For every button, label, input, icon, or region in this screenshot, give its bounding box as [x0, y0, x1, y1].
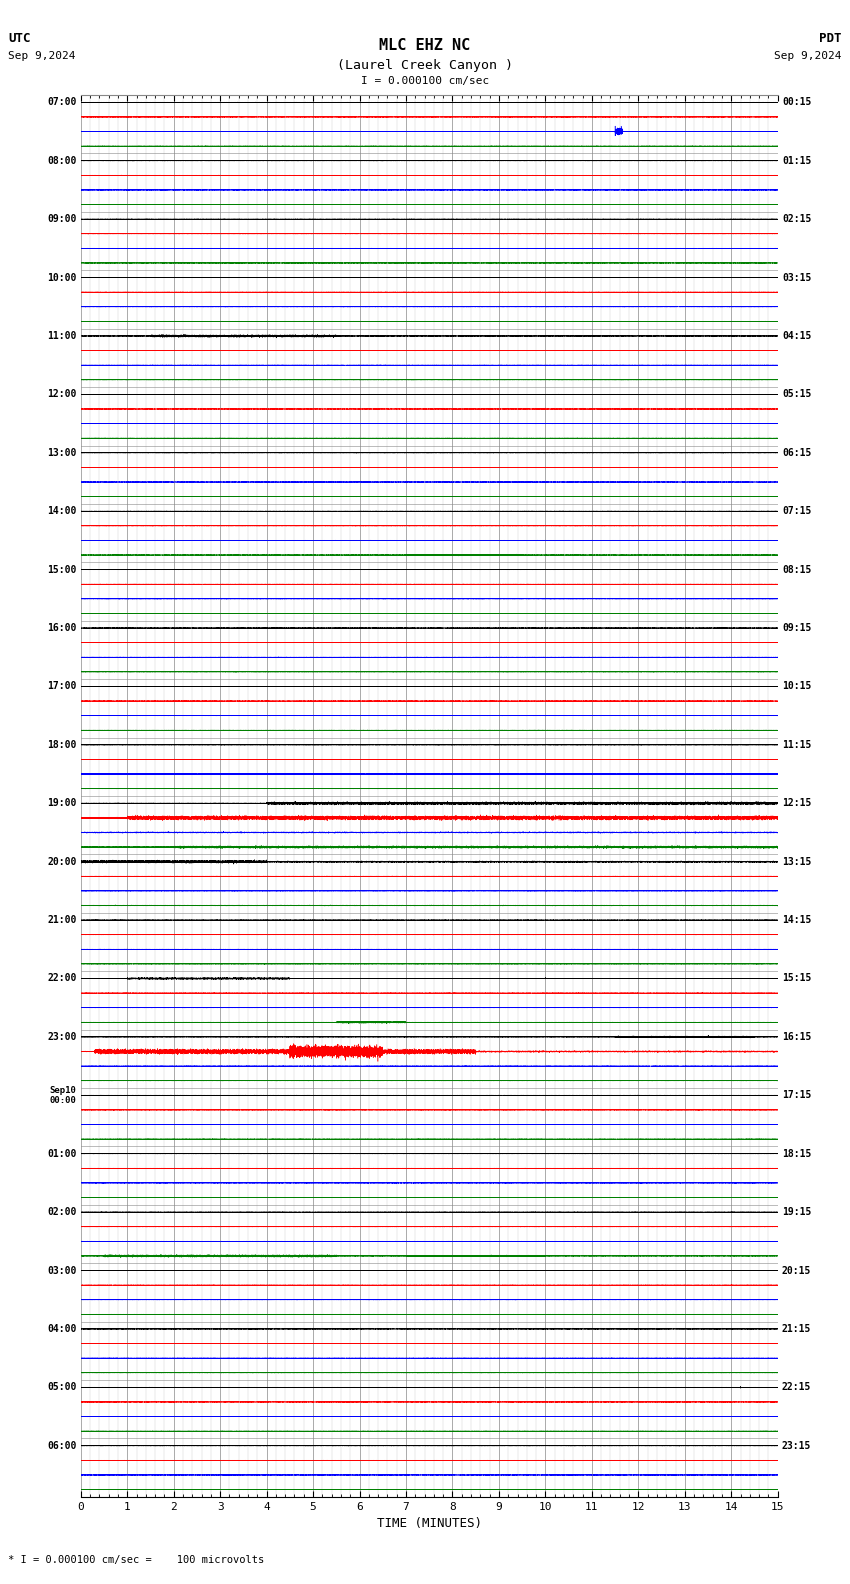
Text: 01:15: 01:15: [782, 155, 812, 166]
Text: Sep10: Sep10: [49, 1087, 76, 1095]
Text: I = 0.000100 cm/sec: I = 0.000100 cm/sec: [361, 76, 489, 86]
Text: 23:00: 23:00: [47, 1031, 76, 1042]
Text: 20:15: 20:15: [782, 1266, 812, 1275]
Text: 22:00: 22:00: [47, 974, 76, 984]
Text: 13:15: 13:15: [782, 857, 812, 866]
X-axis label: TIME (MINUTES): TIME (MINUTES): [377, 1517, 482, 1530]
Text: 19:00: 19:00: [47, 798, 76, 808]
Text: 00:00: 00:00: [49, 1096, 76, 1104]
Text: 05:15: 05:15: [782, 390, 812, 399]
Text: 07:15: 07:15: [782, 507, 812, 516]
Text: 01:00: 01:00: [47, 1148, 76, 1159]
Text: 14:00: 14:00: [47, 507, 76, 516]
Text: 08:15: 08:15: [782, 564, 812, 575]
Text: 17:00: 17:00: [47, 681, 76, 692]
Text: 12:00: 12:00: [47, 390, 76, 399]
Text: 02:15: 02:15: [782, 214, 812, 225]
Text: 11:00: 11:00: [47, 331, 76, 341]
Text: 20:00: 20:00: [47, 857, 76, 866]
Text: 00:15: 00:15: [782, 97, 812, 108]
Text: 05:00: 05:00: [47, 1383, 76, 1392]
Text: MLC EHZ NC: MLC EHZ NC: [379, 38, 471, 52]
Text: UTC: UTC: [8, 32, 31, 44]
Text: 09:00: 09:00: [47, 214, 76, 225]
Text: 16:15: 16:15: [782, 1031, 812, 1042]
Text: 06:00: 06:00: [47, 1441, 76, 1451]
Text: 06:15: 06:15: [782, 448, 812, 458]
Text: 17:15: 17:15: [782, 1090, 812, 1101]
Text: * I = 0.000100 cm/sec =    100 microvolts: * I = 0.000100 cm/sec = 100 microvolts: [8, 1555, 264, 1565]
Text: 10:00: 10:00: [47, 272, 76, 282]
Text: 07:00: 07:00: [47, 97, 76, 108]
Text: 11:15: 11:15: [782, 740, 812, 749]
Text: 03:00: 03:00: [47, 1266, 76, 1275]
Text: 12:15: 12:15: [782, 798, 812, 808]
Text: 13:00: 13:00: [47, 448, 76, 458]
Text: 10:15: 10:15: [782, 681, 812, 692]
Text: 21:15: 21:15: [782, 1324, 812, 1334]
Text: 15:15: 15:15: [782, 974, 812, 984]
Text: 18:15: 18:15: [782, 1148, 812, 1159]
Text: Sep 9,2024: Sep 9,2024: [8, 51, 76, 60]
Text: 21:00: 21:00: [47, 916, 76, 925]
Text: Sep 9,2024: Sep 9,2024: [774, 51, 842, 60]
Text: PDT: PDT: [819, 32, 842, 44]
Text: 02:00: 02:00: [47, 1207, 76, 1217]
Text: 08:00: 08:00: [47, 155, 76, 166]
Text: 09:15: 09:15: [782, 623, 812, 634]
Text: 22:15: 22:15: [782, 1383, 812, 1392]
Text: 18:00: 18:00: [47, 740, 76, 749]
Text: 19:15: 19:15: [782, 1207, 812, 1217]
Text: 16:00: 16:00: [47, 623, 76, 634]
Text: 03:15: 03:15: [782, 272, 812, 282]
Text: 04:00: 04:00: [47, 1324, 76, 1334]
Text: 04:15: 04:15: [782, 331, 812, 341]
Text: 15:00: 15:00: [47, 564, 76, 575]
Text: 23:15: 23:15: [782, 1441, 812, 1451]
Text: (Laurel Creek Canyon ): (Laurel Creek Canyon ): [337, 59, 513, 71]
Text: 14:15: 14:15: [782, 916, 812, 925]
